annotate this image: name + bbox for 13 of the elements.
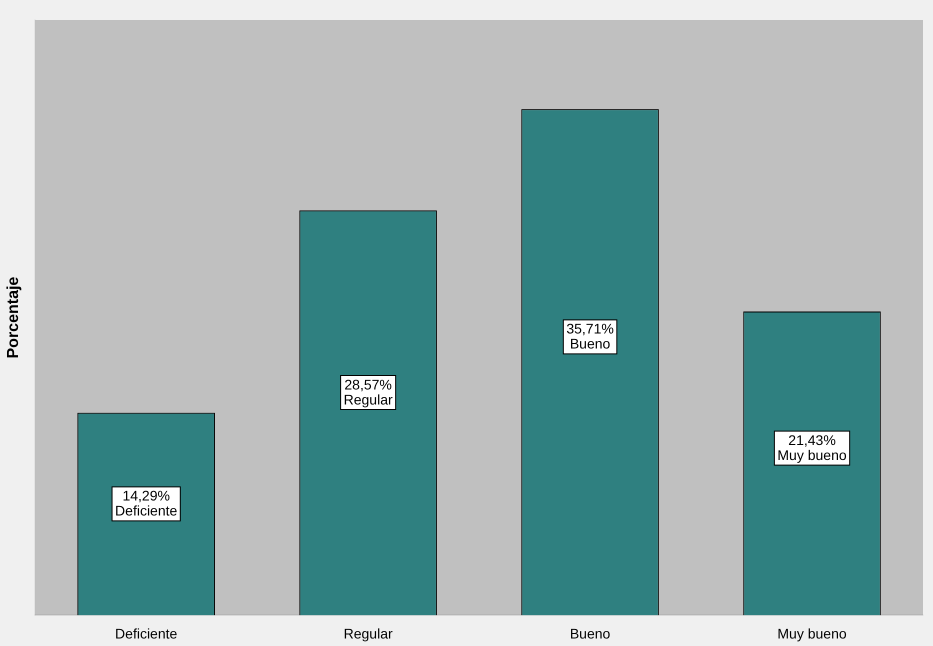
y-axis-title: Porcentaje — [5, 276, 22, 359]
category-label: Regular — [344, 391, 393, 408]
x-tick-label: Regular — [344, 625, 393, 642]
x-tick-label: Deficiente — [115, 625, 178, 642]
data-label: 14,29% — [122, 488, 170, 504]
x-tick-label: Muy bueno — [777, 625, 847, 642]
category-label: Muy bueno — [777, 447, 847, 464]
category-label: Bueno — [570, 336, 610, 352]
category-label: Deficiente — [115, 502, 178, 519]
data-label: 28,57% — [344, 376, 392, 392]
x-tick-label: Bueno — [570, 625, 611, 642]
data-label: 35,71% — [566, 320, 614, 337]
data-label: 21,43% — [788, 432, 836, 448]
